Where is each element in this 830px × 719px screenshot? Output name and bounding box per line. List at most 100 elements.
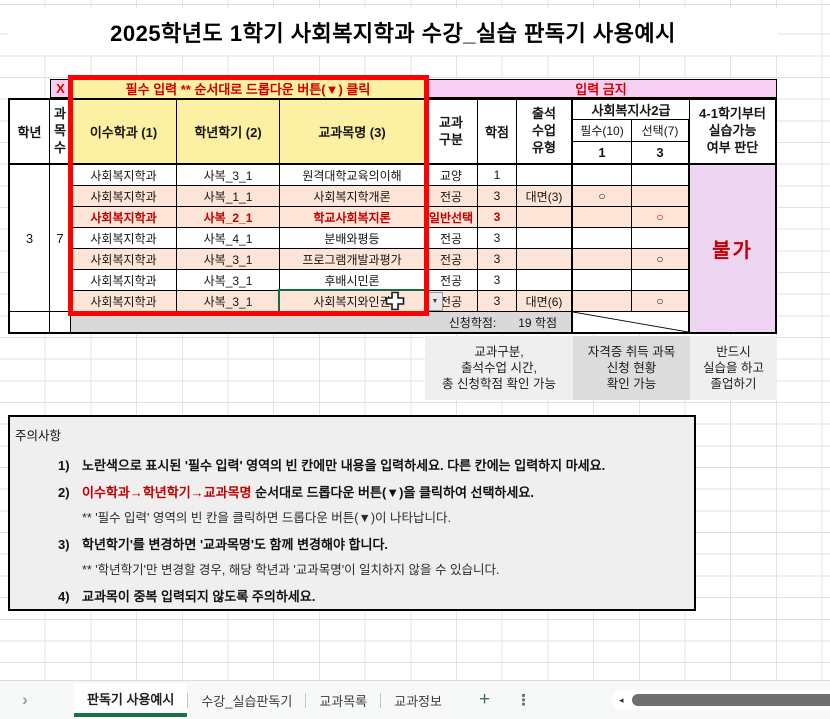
subject-count-value-cell[interactable]: 7: [50, 165, 71, 312]
header-dept: 이수학과 (1): [71, 98, 177, 165]
header-subject-count: 과 목 수: [50, 98, 71, 165]
cell-category[interactable]: 전공: [425, 270, 478, 291]
cell-dept[interactable]: 사회복지학과: [71, 165, 177, 186]
header-course: 교과목명 (3): [280, 98, 425, 165]
cell-semester[interactable]: 사복_3_1: [177, 249, 280, 270]
cell-credit[interactable]: 3: [478, 291, 517, 312]
caution-marker: 3): [58, 537, 70, 552]
tab-reader-usage-example[interactable]: 판독기 사용예시: [74, 683, 188, 717]
caution-item-2: 2) 이수학과→학년학기→교과목명 순서대로 드롭다운 버튼(▼)을 클릭하여 …: [10, 485, 694, 501]
cell-category[interactable]: 전공: [425, 228, 478, 249]
tab-course-practice-reader[interactable]: 수강_실습판독기: [201, 693, 293, 709]
cell-license-elective[interactable]: [632, 186, 690, 207]
cell-course[interactable]: 프로그램개발과평가: [280, 249, 425, 270]
header-license-elective: 선택(7): [632, 120, 690, 142]
cell-attendance[interactable]: [517, 207, 573, 228]
cell-credit[interactable]: 3: [478, 186, 517, 207]
cell-license-elective[interactable]: [632, 270, 690, 291]
header-verdict: 4-1학기부터 실습가능 여부 판단: [690, 98, 777, 165]
cell-semester[interactable]: 사복_1_1: [177, 186, 280, 207]
verdict-cell: 불가: [690, 165, 777, 334]
cell-dropdown-button[interactable]: ▼: [427, 292, 443, 311]
cell-license-elective[interactable]: ○: [632, 249, 690, 270]
cell-license-elective[interactable]: ○: [632, 207, 690, 228]
cell-credit[interactable]: 3: [478, 249, 517, 270]
cell-semester[interactable]: 사복_3_1: [177, 165, 280, 186]
diagonal-line: [573, 312, 688, 332]
cell-course[interactable]: 학교사회복지론: [280, 207, 425, 228]
tab-divider: [187, 692, 189, 708]
horizontal-scrollbar-track[interactable]: ◂: [612, 690, 830, 710]
caution-red-sequence: 이수학과→학년학기→교과목명: [82, 485, 252, 500]
cell-license-required[interactable]: ○: [573, 186, 632, 207]
cell-semester[interactable]: 사복_3_1: [177, 291, 280, 312]
cell-attendance[interactable]: [517, 165, 573, 186]
caution-subitem-3: ** '학년학기'만 변경할 경우, 해당 학년과 '교과목명'이 일치하지 않…: [82, 563, 500, 577]
cell-dept[interactable]: 사회복지학과: [71, 249, 177, 270]
cell-dept[interactable]: 사회복지학과: [71, 228, 177, 249]
tab-divider: [380, 692, 382, 708]
cell-course[interactable]: 분배와평등: [280, 228, 425, 249]
cell-license-required[interactable]: [573, 270, 632, 291]
caution-text: 순서대로 드롭다운 버튼(▼)을 클릭하여 선택하세요.: [251, 485, 534, 500]
cell-license-required[interactable]: [573, 228, 632, 249]
cell-credit[interactable]: 1: [478, 165, 517, 186]
cell-license-elective[interactable]: ○: [632, 291, 690, 312]
header-license-required-count: 1: [573, 142, 632, 165]
scroll-left-arrow-icon[interactable]: ◂: [619, 694, 624, 705]
cell-attendance[interactable]: 대면(3): [517, 186, 573, 207]
cell-dept[interactable]: 사회복지학과: [71, 291, 177, 312]
cell-attendance[interactable]: 대면(6): [517, 291, 573, 312]
input-forbidden-banner: 입력 금지: [425, 79, 777, 98]
header-semester: 학년학기 (2): [177, 98, 280, 165]
cell-course[interactable]: 후배시민론: [280, 270, 425, 291]
cell-attendance[interactable]: [517, 249, 573, 270]
cell-dept[interactable]: 사회복지학과: [71, 207, 177, 228]
caution-text: 노란색으로 표시된 '필수 입력' 영역의 빈 칸에만 내용을 입력하세요. 다…: [82, 458, 606, 473]
cell-license-elective[interactable]: [632, 228, 690, 249]
add-sheet-button[interactable]: +: [478, 689, 491, 710]
horizontal-scrollbar-thumb[interactable]: [632, 694, 830, 706]
empty-cell: [8, 79, 50, 98]
cell-category[interactable]: 교양: [425, 165, 478, 186]
cell-license-elective[interactable]: [632, 165, 690, 186]
tab-course-info[interactable]: 교과정보: [394, 693, 442, 709]
caution-item-3: 3) 학년학기'를 변경하면 '교과목명'도 함께 변경해야 합니다.: [10, 537, 694, 553]
cell-license-required[interactable]: [573, 207, 632, 228]
tab-divider: [305, 692, 307, 708]
header-grade: 학년: [8, 98, 50, 165]
header-category: 교과 구분: [425, 98, 478, 165]
selected-cell-course[interactable]: 사회복지와인권: [280, 291, 425, 312]
cell-category[interactable]: 전공: [425, 186, 478, 207]
header-license-required: 필수(10): [573, 120, 632, 142]
tab-scroll-chevron-icon[interactable]: ›: [22, 690, 28, 709]
cell-semester[interactable]: 사복_2_1: [177, 207, 280, 228]
cell-attendance[interactable]: [517, 270, 573, 291]
grade-value-cell[interactable]: 3: [8, 165, 50, 312]
spreadsheet-area: 2025학년도 1학기 사회복지학과 수강_실습 판독기 사용예시 X 필수 입…: [0, 0, 830, 680]
cell-license-required[interactable]: [573, 249, 632, 270]
cell-semester[interactable]: 사복_3_1: [177, 270, 280, 291]
caution-text: 교과목이 중복 입력되지 않도록 주의하세요.: [82, 589, 316, 604]
cell-course[interactable]: 사회복지학개론: [280, 186, 425, 207]
header-credit: 학점: [478, 98, 517, 165]
cell-category[interactable]: 전공: [425, 249, 478, 270]
diagonal-empty-cell: [573, 312, 690, 334]
cell-credit[interactable]: 3: [478, 228, 517, 249]
cell-course[interactable]: 원격대학교육의이해: [280, 165, 425, 186]
note-category-attendance-credits: 교과구분, 출석수업 시간, 총 신청학점 확인 가능: [425, 336, 573, 400]
cell-dept[interactable]: 사회복지학과: [71, 270, 177, 291]
required-input-banner: 필수 입력 ** 순서대로 드롭다운 버튼(▼) 클릭: [71, 79, 425, 98]
x-mark-cell[interactable]: X: [50, 79, 71, 98]
cell-semester[interactable]: 사복_4_1: [177, 228, 280, 249]
cell-attendance[interactable]: [517, 228, 573, 249]
header-attendance: 출석 수업 유형: [517, 98, 573, 165]
tab-course-list[interactable]: 교과목록: [319, 693, 368, 709]
cell-credit[interactable]: 3: [478, 270, 517, 291]
cell-license-required[interactable]: [573, 291, 632, 312]
cell-license-required[interactable]: [573, 165, 632, 186]
cell-category[interactable]: 일반선택: [425, 207, 478, 228]
cell-dept[interactable]: 사회복지학과: [71, 186, 177, 207]
more-options-icon[interactable]: ⋮: [516, 692, 532, 709]
cell-credit[interactable]: 3: [478, 207, 517, 228]
